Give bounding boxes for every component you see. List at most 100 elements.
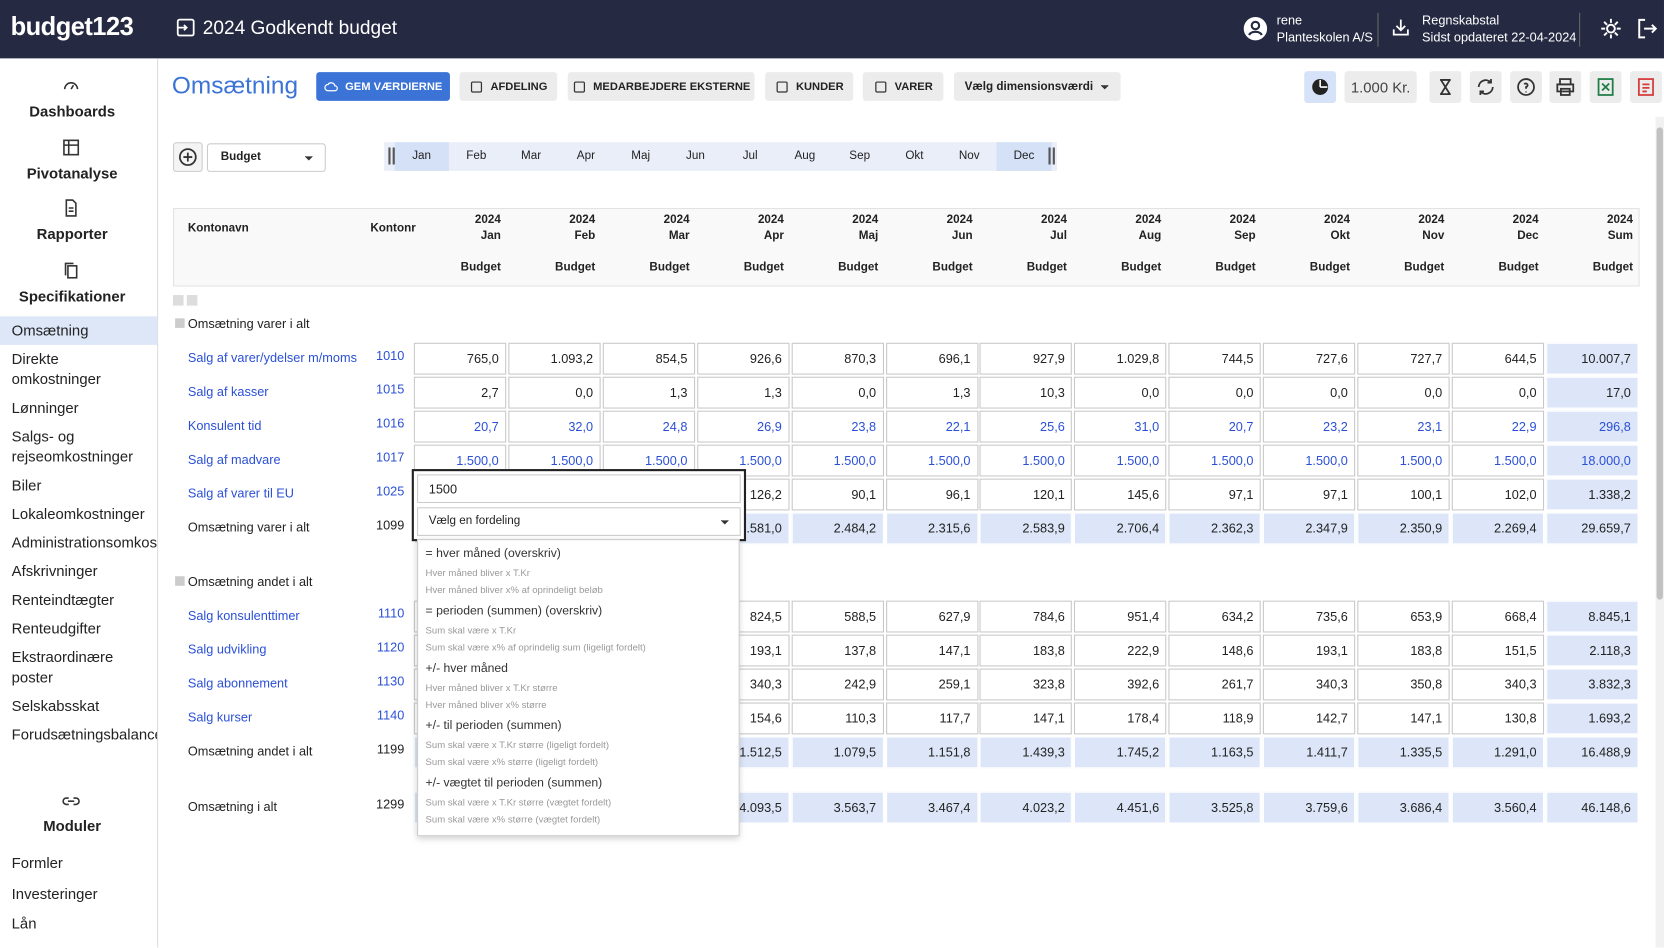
cell[interactable]: 183,8	[1357, 635, 1449, 667]
cell[interactable]: 151,5	[1452, 635, 1544, 667]
cell[interactable]: 0,0	[1074, 377, 1166, 409]
cell[interactable]: 26,9	[697, 411, 789, 443]
icon[interactable]	[1599, 17, 1622, 40]
cell[interactable]: 142,7	[1263, 703, 1355, 735]
cell[interactable]: 784,6	[980, 601, 1072, 633]
nav-account[interactable]: Salgs- og rejseomkostninger	[0, 422, 157, 471]
month-option[interactable]: Sep	[832, 142, 887, 171]
toolbar-button[interactable]: MEDARBEJDERE EKSTERNE	[568, 72, 755, 101]
account-name[interactable]: Salg udvikling	[188, 642, 267, 657]
nav-main-item[interactable]: Rapporter	[0, 225, 144, 242]
cell[interactable]: 2.118,3	[1546, 635, 1638, 667]
nav-account[interactable]: Afskrivninger	[0, 557, 157, 586]
icon[interactable]	[1390, 17, 1411, 38]
cell[interactable]: 653,9	[1357, 601, 1449, 633]
account-name[interactable]: Salg abonnement	[188, 676, 288, 691]
nav-account[interactable]: Ekstraordinære poster	[0, 643, 157, 692]
nav-account[interactable]: Forudsætningsbalance	[0, 721, 157, 750]
unit-button[interactable]: 1.000 Kr.	[1345, 71, 1417, 103]
month-option[interactable]: Apr	[559, 142, 614, 171]
cell[interactable]: 147,1	[1357, 703, 1449, 735]
nav-module[interactable]: Investeringer	[12, 885, 98, 902]
account-name[interactable]: Salg af madvare	[188, 452, 281, 467]
month-option[interactable]: Mar	[504, 142, 559, 171]
cell[interactable]: 222,9	[1074, 635, 1166, 667]
cell[interactable]: 350,8	[1357, 669, 1449, 701]
cell[interactable]: 137,8	[791, 635, 883, 667]
cell[interactable]: 261,7	[1169, 669, 1261, 701]
cell[interactable]: 118,9	[1169, 703, 1261, 735]
cell[interactable]: 1.500,0	[1169, 445, 1261, 477]
cell[interactable]: 1.500,0	[1452, 445, 1544, 477]
cell[interactable]: 727,7	[1357, 343, 1449, 375]
account-name[interactable]: Konsulent tid	[188, 418, 262, 433]
cell[interactable]: 0,0	[1169, 377, 1261, 409]
cell[interactable]: 927,9	[980, 343, 1072, 375]
cell[interactable]: 735,6	[1263, 601, 1355, 633]
cell[interactable]: 926,6	[697, 343, 789, 375]
cell[interactable]: 100,1	[1357, 479, 1449, 511]
cell[interactable]: 102,0	[1452, 479, 1544, 511]
cell[interactable]: 727,6	[1263, 343, 1355, 375]
cell[interactable]: 644,5	[1452, 343, 1544, 375]
nav-account[interactable]: Lønninger	[0, 394, 157, 423]
group-toggle[interactable]	[175, 576, 185, 586]
cell[interactable]: 259,1	[886, 669, 978, 701]
cell[interactable]: 340,3	[1452, 669, 1544, 701]
cell[interactable]: 23,1	[1357, 411, 1449, 443]
cell[interactable]: 634,2	[1169, 601, 1261, 633]
tool-button[interactable]	[1429, 71, 1461, 103]
option-title[interactable]: +/- til perioden (summen)	[426, 720, 562, 733]
nav-account[interactable]: Direkte omkostninger	[0, 345, 157, 394]
month-option[interactable]: Dec	[997, 142, 1052, 171]
option-title[interactable]: = hver måned (overskriv)	[426, 548, 561, 561]
nav-account[interactable]: Biler	[0, 471, 157, 500]
cell[interactable]: 25,6	[980, 411, 1072, 443]
tool-button[interactable]	[1510, 71, 1542, 103]
cell[interactable]: 22,1	[886, 411, 978, 443]
add-button[interactable]	[173, 142, 203, 172]
cell[interactable]: 0,0	[508, 377, 600, 409]
month-option[interactable]: Maj	[613, 142, 668, 171]
cell[interactable]: 1.093,2	[508, 343, 600, 375]
cell[interactable]: 23,8	[791, 411, 883, 443]
option-title[interactable]: = perioden (summen) (overskriv)	[426, 605, 603, 618]
month-option[interactable]: Okt	[887, 142, 942, 171]
cell[interactable]: 147,1	[886, 635, 978, 667]
tool-button[interactable]	[1549, 71, 1581, 103]
cell[interactable]: 744,5	[1169, 343, 1261, 375]
cell[interactable]: 3.832,3	[1546, 669, 1638, 701]
cell[interactable]: 392,6	[1074, 669, 1166, 701]
nav-account[interactable]: Lokaleomkostninger	[0, 500, 157, 529]
toolbar-button[interactable]: AFDELING	[460, 72, 558, 101]
cell[interactable]: 97,1	[1263, 479, 1355, 511]
cell[interactable]: 24,8	[603, 411, 695, 443]
nav-account[interactable]: Renteudgifter	[0, 614, 157, 643]
cell[interactable]: 1.500,0	[886, 445, 978, 477]
cell[interactable]: 1.029,8	[1074, 343, 1166, 375]
save-button[interactable]: GEM VÆRDIERNE	[316, 72, 450, 101]
collapse-all[interactable]	[173, 295, 184, 306]
cell[interactable]: 1.500,0	[1074, 445, 1166, 477]
month-option[interactable]: Jan	[394, 142, 449, 171]
amount-input[interactable]: 1500	[417, 474, 741, 503]
account-name[interactable]: Salg af kasser	[188, 384, 269, 399]
cell[interactable]: 10,3	[980, 377, 1072, 409]
cell[interactable]: 2,7	[414, 377, 506, 409]
cell[interactable]: 0,0	[1452, 377, 1544, 409]
cell[interactable]: 22,9	[1452, 411, 1544, 443]
cell[interactable]: 340,3	[1263, 669, 1355, 701]
nav-module[interactable]: Formler	[12, 854, 63, 871]
scroll-thumb[interactable]	[1657, 127, 1663, 599]
cell[interactable]: 854,5	[603, 343, 695, 375]
range-handle[interactable]	[1053, 148, 1055, 165]
cell[interactable]: 8.845,1	[1546, 601, 1638, 633]
cell[interactable]: 145,6	[1074, 479, 1166, 511]
cell[interactable]: 0,0	[1263, 377, 1355, 409]
icon[interactable]	[1635, 17, 1658, 40]
cell[interactable]: 178,4	[1074, 703, 1166, 735]
range-handle[interactable]	[388, 148, 390, 165]
month-option[interactable]: Jun	[668, 142, 723, 171]
cell[interactable]: 18.000,0	[1546, 445, 1638, 477]
expand-all[interactable]	[187, 295, 198, 306]
